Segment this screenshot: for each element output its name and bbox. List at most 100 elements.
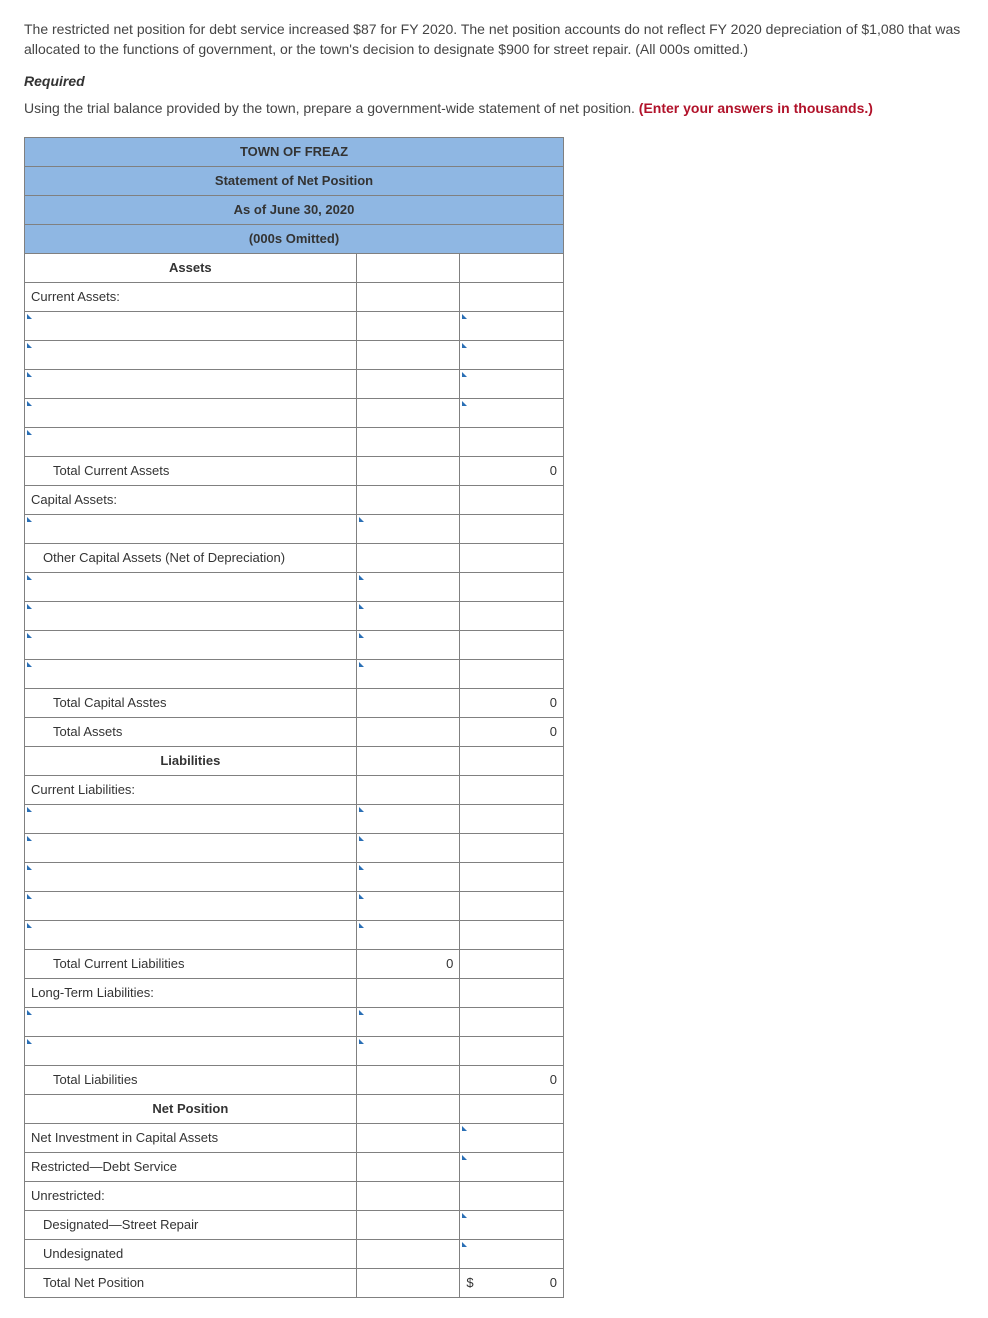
empty-cell xyxy=(356,746,460,775)
empty-cell xyxy=(356,485,460,514)
total-liabilities-value: 0 xyxy=(460,1065,564,1094)
empty-cell xyxy=(356,775,460,804)
current-liability-sub-5[interactable] xyxy=(356,920,460,949)
empty-cell xyxy=(460,1007,564,1036)
current-asset-value-2[interactable] xyxy=(460,340,564,369)
total-liabilities-label: Total Liabilities xyxy=(25,1065,357,1094)
capital-assets-label: Capital Assets: xyxy=(25,485,357,514)
empty-cell xyxy=(356,1239,460,1268)
table-header-2: Statement of Net Position xyxy=(25,166,564,195)
long-term-liabilities-label: Long-Term Liabilities: xyxy=(25,978,357,1007)
empty-cell xyxy=(356,398,460,427)
empty-cell xyxy=(356,1210,460,1239)
undesignated-label: Undesignated xyxy=(25,1239,357,1268)
designated-value[interactable] xyxy=(460,1210,564,1239)
total-net-position-value: 0 xyxy=(550,1275,557,1290)
empty-cell xyxy=(356,456,460,485)
current-liability-sub-4[interactable] xyxy=(356,891,460,920)
current-asset-value-4[interactable] xyxy=(460,398,564,427)
empty-cell xyxy=(356,427,460,456)
empty-cell xyxy=(356,1268,460,1297)
empty-cell xyxy=(460,485,564,514)
empty-cell xyxy=(460,833,564,862)
current-liability-item-4[interactable] xyxy=(25,891,357,920)
total-current-liabilities-label: Total Current Liabilities xyxy=(25,949,357,978)
current-asset-item-3[interactable] xyxy=(25,369,357,398)
empty-cell xyxy=(356,978,460,1007)
empty-cell xyxy=(356,543,460,572)
table-header-4: (000s Omitted) xyxy=(25,224,564,253)
other-cap-asset-item-2[interactable] xyxy=(25,601,357,630)
other-cap-asset-sub-1[interactable] xyxy=(356,572,460,601)
empty-cell xyxy=(460,1036,564,1065)
total-current-liabilities-value: 0 xyxy=(356,949,460,978)
current-liability-item-3[interactable] xyxy=(25,862,357,891)
table-header-3: As of June 30, 2020 xyxy=(25,195,564,224)
prompt-text: Using the trial balance provided by the … xyxy=(24,99,964,119)
empty-cell xyxy=(356,340,460,369)
empty-cell xyxy=(356,253,460,282)
undesignated-value[interactable] xyxy=(460,1239,564,1268)
current-liability-sub-2[interactable] xyxy=(356,833,460,862)
current-liability-item-1[interactable] xyxy=(25,804,357,833)
other-capital-assets-label: Other Capital Assets (Net of Depreciatio… xyxy=(25,543,357,572)
long-term-liability-item-2[interactable] xyxy=(25,1036,357,1065)
prompt-main: Using the trial balance provided by the … xyxy=(24,100,639,116)
capital-asset-sub-1[interactable] xyxy=(356,514,460,543)
empty-cell xyxy=(460,891,564,920)
unrestricted-label: Unrestricted: xyxy=(25,1181,357,1210)
other-cap-asset-sub-3[interactable] xyxy=(356,630,460,659)
empty-cell xyxy=(460,862,564,891)
total-capital-assets-label: Total Capital Asstes xyxy=(25,688,357,717)
empty-cell xyxy=(356,688,460,717)
empty-cell xyxy=(460,543,564,572)
current-asset-item-1[interactable] xyxy=(25,311,357,340)
empty-cell xyxy=(460,746,564,775)
current-asset-value-1[interactable] xyxy=(460,311,564,340)
prompt-instruction: (Enter your answers in thousands.) xyxy=(639,100,873,116)
other-cap-asset-item-3[interactable] xyxy=(25,630,357,659)
empty-cell xyxy=(460,514,564,543)
assets-section-header: Assets xyxy=(25,253,357,282)
empty-cell xyxy=(356,1181,460,1210)
long-term-liability-sub-1[interactable] xyxy=(356,1007,460,1036)
other-cap-asset-sub-2[interactable] xyxy=(356,601,460,630)
empty-cell xyxy=(460,920,564,949)
empty-cell xyxy=(356,1123,460,1152)
current-liability-item-2[interactable] xyxy=(25,833,357,862)
total-capital-assets-value: 0 xyxy=(460,688,564,717)
empty-cell xyxy=(460,978,564,1007)
net-investment-value[interactable] xyxy=(460,1123,564,1152)
current-asset-value-3[interactable] xyxy=(460,369,564,398)
liabilities-section-header: Liabilities xyxy=(25,746,357,775)
capital-asset-item-1[interactable] xyxy=(25,514,357,543)
long-term-liability-sub-2[interactable] xyxy=(356,1036,460,1065)
restricted-value[interactable] xyxy=(460,1152,564,1181)
designated-label: Designated—Street Repair xyxy=(25,1210,357,1239)
empty-cell xyxy=(356,1152,460,1181)
empty-cell xyxy=(356,717,460,746)
empty-cell xyxy=(356,282,460,311)
other-cap-asset-item-4[interactable] xyxy=(25,659,357,688)
total-net-position-cell: $ 0 xyxy=(460,1268,564,1297)
current-liabilities-label: Current Liabilities: xyxy=(25,775,357,804)
empty-cell xyxy=(460,601,564,630)
empty-cell xyxy=(356,311,460,340)
empty-cell xyxy=(460,775,564,804)
current-asset-item-4[interactable] xyxy=(25,398,357,427)
total-current-assets-label: Total Current Assets xyxy=(25,456,357,485)
empty-cell xyxy=(356,1065,460,1094)
total-net-position-label: Total Net Position xyxy=(25,1268,357,1297)
current-liability-item-5[interactable] xyxy=(25,920,357,949)
empty-cell xyxy=(460,659,564,688)
current-liability-sub-1[interactable] xyxy=(356,804,460,833)
current-liability-sub-3[interactable] xyxy=(356,862,460,891)
current-assets-label: Current Assets: xyxy=(25,282,357,311)
total-assets-label: Total Assets xyxy=(25,717,357,746)
long-term-liability-item-1[interactable] xyxy=(25,1007,357,1036)
other-cap-asset-item-1[interactable] xyxy=(25,572,357,601)
current-asset-item-5[interactable] xyxy=(25,427,357,456)
other-cap-asset-sub-4[interactable] xyxy=(356,659,460,688)
empty-cell xyxy=(356,369,460,398)
current-asset-item-2[interactable] xyxy=(25,340,357,369)
